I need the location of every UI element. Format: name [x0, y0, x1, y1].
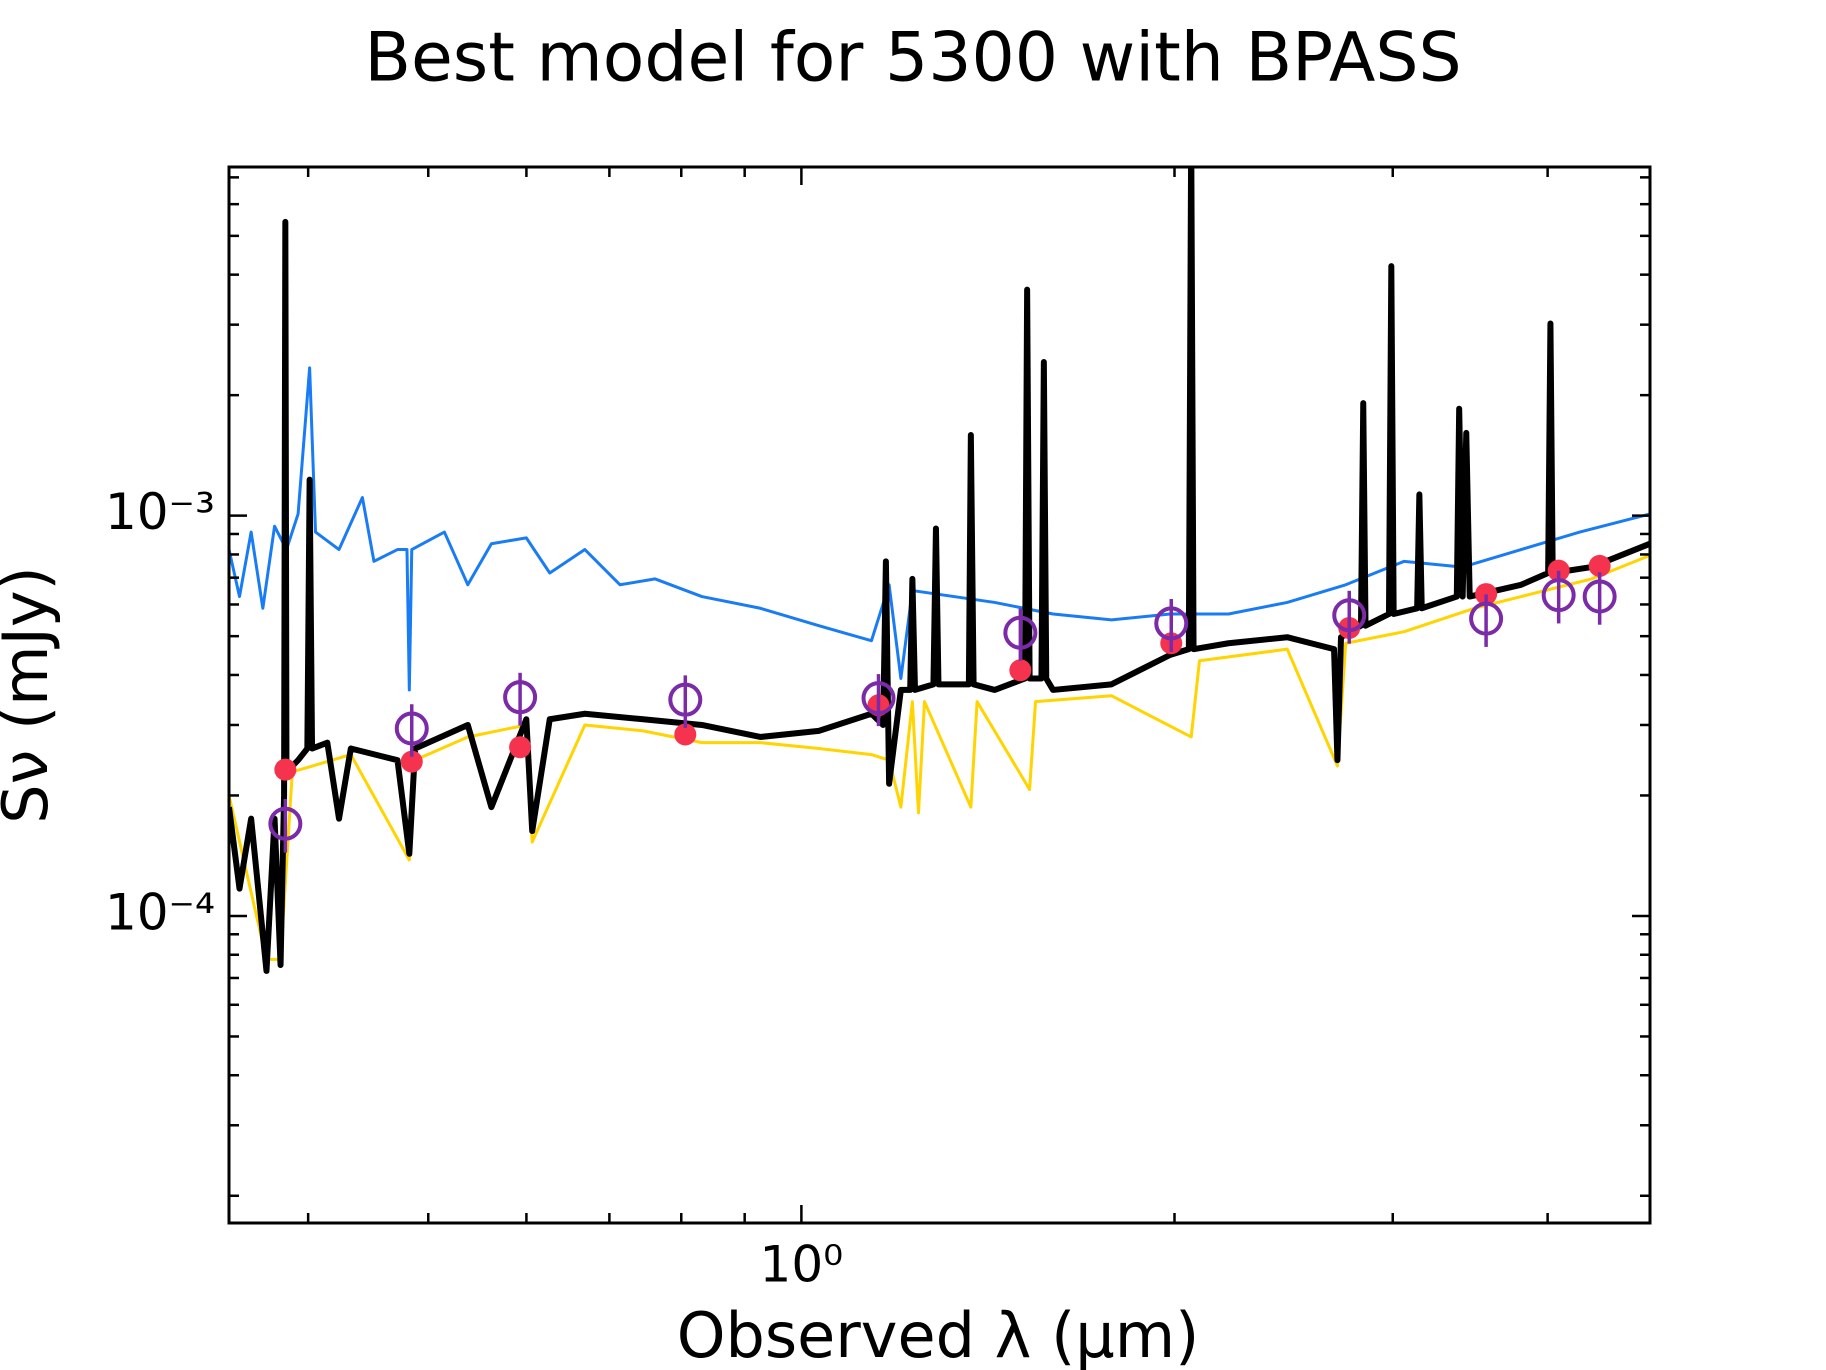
model-point: [1588, 554, 1611, 577]
observed-point: [1332, 598, 1367, 633]
plot-frame: [227, 165, 1652, 1225]
observed-point: [668, 682, 703, 717]
plot-area: [229, 167, 1650, 974]
observed-point: [394, 711, 429, 746]
model-point: [674, 723, 697, 746]
x-tick-label: 10⁰: [760, 1236, 844, 1294]
model-point: [274, 758, 297, 781]
y-tick-label: 10⁻³: [105, 483, 215, 541]
observed-point: [503, 680, 538, 715]
observed-point: [1469, 601, 1504, 636]
model-point: [1009, 659, 1032, 682]
model-point: [1475, 583, 1498, 606]
observed-point: [1154, 606, 1189, 641]
spectrum-line: [229, 167, 1650, 974]
x-axis-label: Observed λ (μm): [677, 1299, 1200, 1370]
y-tick-label: 10⁻⁴: [105, 883, 215, 941]
y-axis-label: Sν (mJy): [0, 566, 62, 823]
observed-point: [1582, 579, 1617, 614]
observed-point: [861, 681, 896, 716]
observed-point: [1003, 615, 1038, 650]
model-point: [509, 736, 532, 759]
spectrum-line: [229, 366, 1650, 692]
model-point: [400, 750, 423, 773]
observed-point: [268, 806, 303, 841]
model-point: [1547, 559, 1570, 582]
chart-title: Best model for 5300 with BPASS: [364, 19, 1461, 98]
observed-point: [1541, 578, 1576, 613]
